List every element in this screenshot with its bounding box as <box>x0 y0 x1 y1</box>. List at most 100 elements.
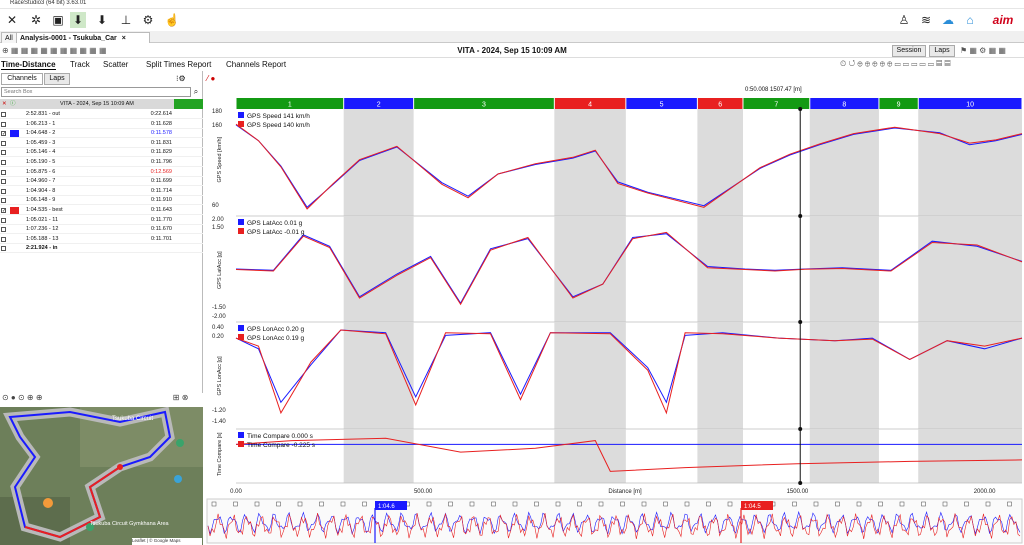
sector-shade <box>697 109 743 216</box>
session-header: ⊕ ▦ ▦ ▦ ▦ ▦ ▦ ▦ ▦ ▦ ▦ VITA - 2024, Sep 1… <box>0 44 1024 58</box>
legend-label: GPS LatAcc -0.01 g <box>247 229 305 236</box>
upload-icon[interactable]: ⬇ <box>96 13 108 27</box>
lap-name: 1:05.021 - 11 <box>26 216 59 223</box>
tab-track[interactable]: Track <box>70 60 90 69</box>
lap-checkbox[interactable] <box>1 169 6 175</box>
lap-color-swatch[interactable] <box>10 207 19 214</box>
lap-row[interactable]: 1:05.188 - 13 0:11.701 <box>0 235 203 244</box>
title-bar: RaceStudio3 (64 bit) 3.63.01 <box>0 0 1024 9</box>
lap-checkbox[interactable] <box>1 188 6 194</box>
lap-row[interactable]: 1:05.021 - 11 0:11.770 <box>0 216 203 225</box>
lap-name: 1:07.236 - 12 <box>26 226 59 233</box>
lap-row[interactable]: 1:07.236 - 12 0:11.670 <box>0 225 203 235</box>
user-icon[interactable]: ♙ <box>898 13 910 27</box>
y-tick-label: -1.40 <box>212 419 226 425</box>
lap-row[interactable]: 2:21.924 - in <box>0 244 203 254</box>
dashboard-icon[interactable]: ▣ <box>52 13 64 27</box>
lap-row[interactable]: 1:05.190 - 5 0:11.796 <box>0 158 203 167</box>
lap-row[interactable]: 1:06.148 - 9 0:11.910 <box>0 196 203 206</box>
window-title: RaceStudio3 (64 bit) 3.63.01 <box>10 0 87 6</box>
lap-row[interactable]: 1:04.960 - 7 0:11.699 <box>0 177 203 187</box>
tab-split-times[interactable]: Split Times Report <box>146 60 212 69</box>
legend-label: GPS Speed 141 km/h <box>247 113 310 120</box>
session-button[interactable]: Session <box>892 45 926 57</box>
laps-tab-button[interactable]: Laps <box>44 73 70 85</box>
wrench-icon[interactable]: ✕ <box>6 13 18 27</box>
legend-label: GPS LonAcc 0.19 g <box>247 335 304 342</box>
legend-label: Time Compare 0.000 s <box>247 433 314 440</box>
cursor-marker <box>798 214 803 218</box>
track-map[interactable]: ⊙ ● ⊙ ⊕ ⊕ ⊞ ⊗ Tsukuba Circuit Tsukuba Ci… <box>0 393 203 545</box>
header-toolbar-icons[interactable]: ⊕ ▦ ▦ ▦ ▦ ▦ ▦ ▦ ▦ ▦ ▦ <box>2 46 107 55</box>
cloud-icon[interactable]: ☁ <box>942 13 954 27</box>
y-axis-label: GPS LonAcc [g] <box>217 356 223 396</box>
sector-shade <box>343 322 414 429</box>
series-line <box>235 329 1023 404</box>
lap-checkbox[interactable] <box>1 246 6 252</box>
laps-button[interactable]: Laps <box>929 45 955 57</box>
sector-bar <box>414 98 554 109</box>
tab-time-distance[interactable]: Time-Distance <box>1 60 56 70</box>
y-tick-label: 160 <box>212 123 223 129</box>
lap-checkbox[interactable] <box>1 140 6 146</box>
settings-gear-icon[interactable]: ⁝⚙ <box>176 74 186 83</box>
tab-channels-report[interactable]: Channels Report <box>226 60 287 69</box>
delete-icon[interactable]: ✕ <box>2 101 7 107</box>
info-icon[interactable]: ⓘ <box>10 101 16 107</box>
lap-split-time: 0:11.670 <box>150 226 172 233</box>
settings-wheel-icon[interactable]: ⚙ <box>142 13 154 27</box>
lap-checkbox[interactable]: ✓ <box>1 131 7 138</box>
lap-split-time: 0:12.569 <box>150 168 172 175</box>
map-label-gymkhana: Tsukuba Circuit Gymkhana Area <box>90 521 169 527</box>
search-input[interactable] <box>1 87 191 97</box>
lap-checkbox[interactable] <box>1 236 6 242</box>
lap-checkbox[interactable] <box>1 198 6 204</box>
map-toolbar[interactable]: ⊙ ● ⊙ ⊕ ⊕ ⊞ ⊗ <box>0 393 203 407</box>
lap-name: 1:04.904 - 8 <box>26 187 56 194</box>
tab-analysis[interactable]: Analysis-0001 - Tsukuba_Car × <box>16 32 150 43</box>
hand-icon[interactable]: ☝ <box>164 13 180 27</box>
view-options-icon[interactable]: ⚑ ▦ ⚙ ▦ ▦ <box>960 46 1006 55</box>
overview-checkbox <box>362 501 367 507</box>
legend-label: Time Compare -0.225 s <box>247 442 316 449</box>
lap-checkbox[interactable] <box>1 227 6 233</box>
overview-line-red <box>207 513 1021 539</box>
lap-checkbox[interactable] <box>1 217 6 223</box>
ecu-icon[interactable]: ⌂ <box>966 13 974 27</box>
lap-row[interactable]: 1:04.904 - 8 0:11.714 <box>0 187 203 196</box>
map-label-circuit: Tsukuba Circuit <box>112 416 154 422</box>
lap-row[interactable]: ✓ 1:04.648 - 2 0:11.578 <box>0 129 203 139</box>
tab-all[interactable]: All <box>1 32 17 43</box>
overview-checkbox <box>491 501 496 507</box>
download-icon[interactable]: ⬇ <box>70 12 86 28</box>
close-icon[interactable]: × <box>121 35 126 42</box>
lap-checkbox[interactable] <box>1 160 6 165</box>
temperature-icon[interactable]: ⊥ <box>120 13 132 27</box>
lap-row[interactable]: 2:52.831 - out 0:22.614 <box>0 110 203 119</box>
sector-label: 10 <box>966 102 974 109</box>
lap-checkbox[interactable] <box>1 112 6 117</box>
lap-checkbox[interactable] <box>1 150 6 156</box>
lap-checkbox[interactable] <box>1 179 6 185</box>
lap-name: 1:04.648 - 2 <box>26 130 56 137</box>
lap-checkbox[interactable] <box>1 121 6 127</box>
overview-checkbox <box>878 501 883 507</box>
lap-row[interactable]: 1:05.459 - 3 0:11.831 <box>0 139 203 148</box>
lap-row[interactable]: 1:05.146 - 4 0:11.829 <box>0 148 203 158</box>
tab-scatter[interactable]: Scatter <box>103 60 129 69</box>
chart-area[interactable]: ⁄ ● 0:50.008 1507.47 [m] 1 2 3 4 5 6 7 8 9 10 GPS … <box>205 71 1024 545</box>
lap-checkbox[interactable]: ✓ <box>1 208 7 214</box>
search-icon[interactable]: ⌕ <box>193 87 199 96</box>
y-axis-label: Time Compare [s] <box>217 432 223 476</box>
time-distance-chart[interactable]: 1 2 3 4 5 6 7 8 9 10 GPS Speed 141 km/h GPS Speed 1… <box>205 71 1024 545</box>
lap-row[interactable]: 1:06.213 - 1 0:11.628 <box>0 120 203 129</box>
lap-row[interactable]: 1:05.875 - 6 0:12.569 <box>0 168 203 177</box>
map-attribution[interactable]: Leaflet | © Google Maps <box>132 538 202 545</box>
lap-row[interactable]: ✓ 1:04.535 - best 0:11.643 <box>0 206 203 215</box>
wifi-icon[interactable]: ≋ <box>920 13 932 27</box>
channels-button[interactable]: Channels <box>1 73 43 85</box>
gear-icon[interactable]: ✲ <box>30 13 42 27</box>
lap-color-swatch[interactable] <box>10 130 19 138</box>
chart-tool-icons[interactable]: ⁄ ● <box>207 74 216 83</box>
chart-toolbar-icons[interactable]: ⏲ ↺ ⊕ ⊕ ⊕ ⊕ ⊕ ▭ ▭ ▭ ▭ ▭ ▤ ▤ <box>840 59 951 68</box>
